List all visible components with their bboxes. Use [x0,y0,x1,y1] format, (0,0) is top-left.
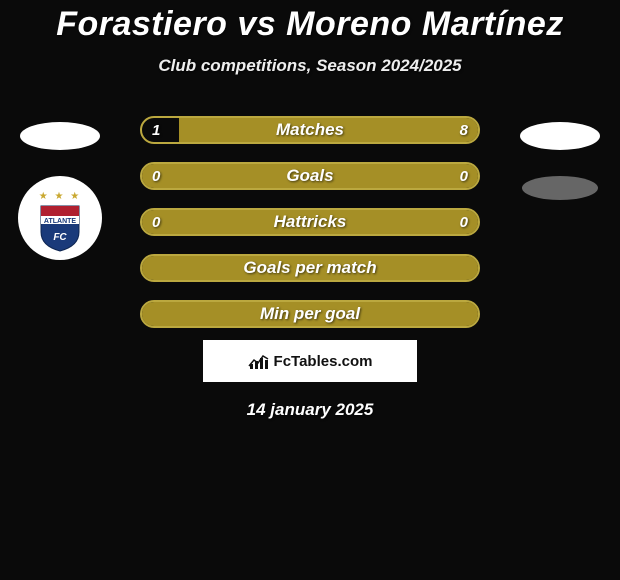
chart-icon [248,352,270,370]
stat-label: Goals [142,164,478,188]
layout-row: ★ ★ ★ ATLANTE FC 18Matches 00Goals 00Hattr… [0,116,620,328]
player2-avatar-placeholder [520,122,600,150]
player1-avatar-placeholder [20,122,100,150]
stat-label: Min per goal [142,302,478,326]
stats-column: 18Matches 00Goals 00Hattricks Goals per mat… [120,116,500,328]
stat-bar: 00Goals [140,162,480,190]
comparison-card: Forastiero vs Moreno Martínez Club compe… [0,0,620,420]
date-label: 14 january 2025 [0,400,620,420]
stat-label: Matches [142,118,478,142]
stat-bar: Goals per match [140,254,480,282]
stat-label: Hattricks [142,210,478,234]
watermark-text: FcTables.com [274,353,373,370]
badge-text: ATLANTE [44,218,76,225]
star-icon: ★ ★ ★ [39,191,81,202]
stat-bar: 18Matches [140,116,480,144]
shield-icon: ATLANTE FC [39,204,81,252]
player1-club-badge: ★ ★ ★ ATLANTE FC [18,176,102,260]
right-side [500,116,620,200]
left-side: ★ ★ ★ ATLANTE FC [0,116,120,260]
subtitle: Club competitions, Season 2024/2025 [0,56,620,76]
svg-text:FC: FC [53,232,67,243]
player2-club-placeholder [522,176,598,200]
stat-bar: Min per goal [140,300,480,328]
watermark: FcTables.com [203,340,417,382]
stat-label: Goals per match [142,256,478,280]
stat-bar: 00Hattricks [140,208,480,236]
page-title: Forastiero vs Moreno Martínez [0,5,620,44]
